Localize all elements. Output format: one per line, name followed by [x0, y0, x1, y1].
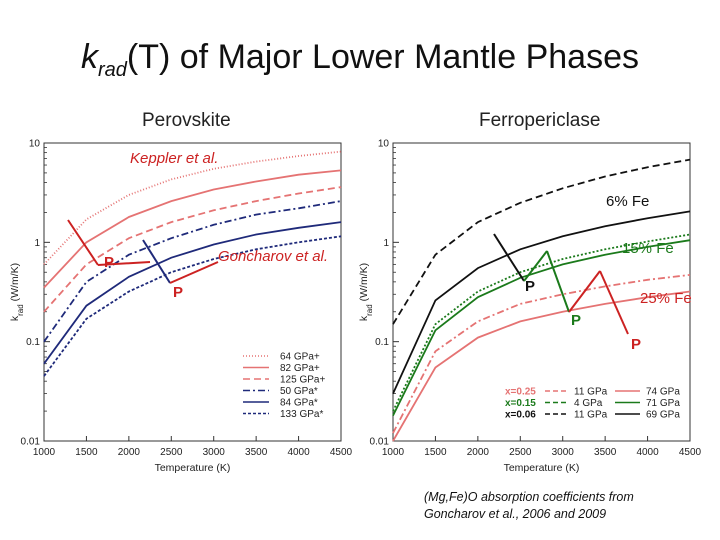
- x-tick-label: 2000: [467, 447, 490, 458]
- x-tick-label: 4000: [636, 447, 659, 458]
- y-axis-label: krad (W/m/K): [358, 263, 374, 321]
- legend-entry: 69 GPa: [646, 410, 680, 421]
- fe15-label: 15% Fe: [622, 240, 674, 257]
- legend-entry: 133 GPa*: [280, 409, 323, 420]
- plot-frame: [43, 142, 342, 442]
- pressure-label-p: P: [525, 278, 536, 295]
- pressure-arrow-line: [546, 250, 570, 313]
- pressure-arrow-line: [97, 261, 151, 266]
- title-rest: (T) of Major Lower Mantle Phases: [126, 38, 639, 76]
- pressure-arrow-line: [67, 219, 99, 266]
- y-tick-label: 0.01: [370, 437, 390, 448]
- figure-caption: (Mg,Fe)O absorption coefficients from Go…: [424, 489, 720, 523]
- x-tick-label: 1500: [75, 447, 98, 458]
- series-line: [43, 235, 342, 377]
- keppler-note: Keppler et al.: [130, 150, 219, 167]
- series-line: [392, 239, 691, 417]
- series-line: [43, 169, 342, 289]
- legend-entry: 125 GPa+: [280, 375, 325, 386]
- y-tick-label: 0.01: [21, 437, 41, 448]
- series-line: [392, 233, 691, 412]
- x-tick-label: 4000: [287, 447, 310, 458]
- legend-composition: x=0.15: [505, 398, 536, 409]
- pressure-arrow-line: [568, 270, 601, 313]
- pressure-label-p: P: [173, 284, 184, 301]
- x-tick-label: 3000: [203, 447, 226, 458]
- legend-entry: 84 GPa*: [280, 398, 318, 409]
- x-tick-label: 2000: [118, 447, 141, 458]
- fe6-label: 6% Fe: [606, 193, 650, 210]
- goncharov-note: Goncharov et al.: [218, 248, 329, 265]
- legend-entry: 64 GPa+: [280, 352, 320, 363]
- pressure-arrow-line: [169, 261, 219, 284]
- x-tick-label: 3500: [594, 447, 617, 458]
- title-subscript: rad: [98, 58, 127, 81]
- series-line: [43, 150, 342, 266]
- pressure-arrow-line: [493, 233, 525, 282]
- series-line: [43, 186, 342, 313]
- pressure-label-p: P: [571, 312, 582, 329]
- pressure-label-p: P: [104, 254, 115, 271]
- x-axis-label: Temperature (K): [504, 462, 580, 474]
- y-tick-label: 10: [378, 139, 390, 150]
- x-tick-label: 1000: [382, 447, 405, 458]
- x-tick-label: 2500: [509, 447, 532, 458]
- y-axis-label-subscript: rad: [16, 304, 25, 316]
- pressure-label-p: P: [631, 336, 642, 353]
- y-axis-label-subscript: rad: [365, 304, 374, 316]
- y-tick-label: 1: [383, 238, 389, 249]
- plot-frame: [392, 142, 691, 442]
- x-tick-label: 4500: [330, 447, 353, 458]
- series-line: [392, 210, 691, 394]
- y-tick-label: 0.1: [26, 337, 40, 348]
- x-tick-label: 3500: [245, 447, 268, 458]
- legend-entry: 11 GPa: [574, 387, 608, 398]
- perovskite-heading: Perovskite: [142, 110, 231, 131]
- x-tick-label: 2500: [160, 447, 183, 458]
- slide-title: krad(T) of Major Lower Mantle Phases: [0, 38, 720, 82]
- fe25-label: 25% Fe: [640, 290, 692, 307]
- pressure-arrow-line: [599, 270, 629, 335]
- y-tick-label: 10: [29, 139, 41, 150]
- pressure-arrow-line: [523, 250, 548, 282]
- legend-entry: 11 GPa: [574, 410, 608, 421]
- legend-composition: x=0.06: [505, 410, 536, 421]
- ferropericlase-heading: Ferropericlase: [479, 110, 601, 131]
- caption-line-2: Goncharov et al., 2006 and 2009: [424, 507, 607, 521]
- caption-line-1: (Mg,Fe)O absorption coefficients from: [424, 490, 634, 504]
- legend-entry: 50 GPa*: [280, 386, 318, 397]
- legend-entry: 74 GPa: [646, 387, 680, 398]
- pressure-arrow-line: [142, 239, 171, 284]
- series-line: [43, 200, 342, 343]
- series-line: [392, 274, 691, 434]
- series-line: [392, 158, 691, 325]
- x-tick-label: 1000: [33, 447, 56, 458]
- y-tick-label: 1: [34, 238, 40, 249]
- x-tick-label: 3000: [552, 447, 575, 458]
- series-line: [392, 290, 691, 442]
- legend-composition: x=0.25: [505, 387, 536, 398]
- y-tick-label: 0.1: [375, 337, 389, 348]
- title-k: k: [81, 38, 98, 76]
- legend-entry: 4 GPa: [574, 398, 603, 409]
- legend-entry: 71 GPa: [646, 398, 680, 409]
- x-axis-label: Temperature (K): [155, 462, 231, 474]
- series-line: [43, 221, 342, 365]
- x-tick-label: 1500: [424, 447, 447, 458]
- x-tick-label: 4500: [679, 447, 702, 458]
- legend-entry: 82 GPa+: [280, 363, 320, 374]
- y-axis-label: krad (W/m/K): [9, 263, 25, 321]
